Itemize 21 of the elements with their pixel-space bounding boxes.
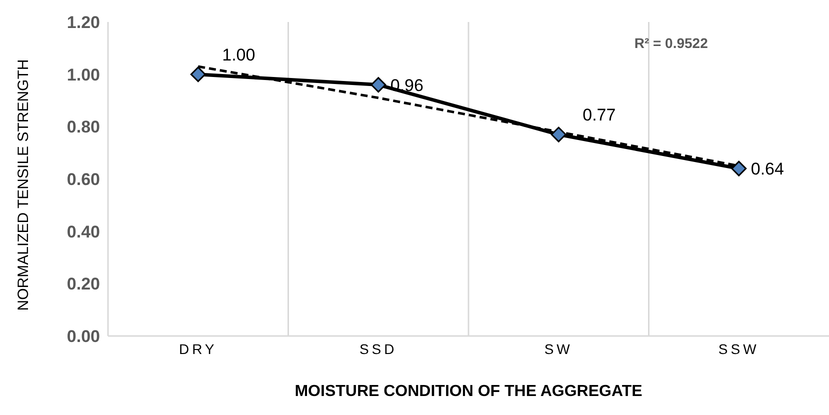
y-axis-title: NORMALIZED TENSILE STRENGTH — [15, 59, 32, 311]
x-tick-label: DRY — [178, 340, 218, 357]
data-label: 0.77 — [582, 106, 616, 125]
point — [731, 160, 747, 176]
y-tick-label: 1.20 — [66, 13, 100, 32]
y-tick-label: 0.60 — [66, 170, 100, 190]
data-label: 1.00 — [222, 45, 256, 64]
y-tick-label: 0.40 — [66, 222, 100, 242]
point — [550, 126, 566, 142]
y-tick-label: 0.00 — [66, 327, 100, 346]
x-tick-label: SSW — [718, 340, 760, 357]
x-axis-title: MOISTURE CONDITION OF THE AGGREGATE — [294, 383, 643, 400]
y-tick-label: 1.00 — [66, 65, 100, 84]
y-tick-label: 0.20 — [66, 274, 100, 294]
annotation: R² = 0.9522 — [634, 35, 708, 51]
data-label: 0.64 — [750, 160, 784, 179]
x-tick-label: SSD — [359, 340, 398, 357]
point — [190, 66, 206, 82]
point — [370, 77, 386, 93]
y-tick-label: 0.80 — [66, 118, 100, 137]
x-tick-label: SW — [544, 340, 573, 357]
